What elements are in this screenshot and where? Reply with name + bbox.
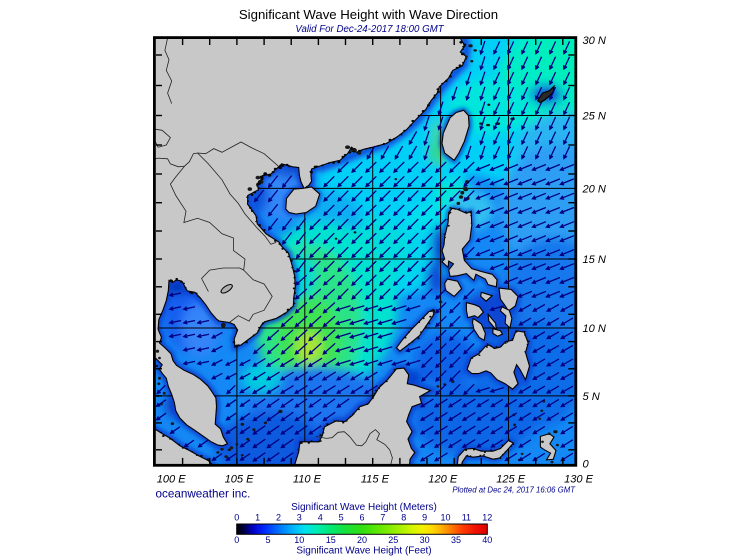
svg-text:15: 15 xyxy=(326,535,336,545)
svg-text:6: 6 xyxy=(359,513,364,523)
svg-text:115 E: 115 E xyxy=(361,474,390,486)
svg-text:11: 11 xyxy=(462,513,471,523)
svg-text:100 E: 100 E xyxy=(157,474,187,486)
svg-text:oceanweather inc.: oceanweather inc. xyxy=(156,487,251,500)
svg-text:3: 3 xyxy=(297,513,302,523)
svg-text:0: 0 xyxy=(234,535,239,545)
svg-text:20 N: 20 N xyxy=(582,184,607,196)
svg-text:35: 35 xyxy=(451,535,461,545)
svg-text:0: 0 xyxy=(583,459,590,471)
svg-text:12: 12 xyxy=(482,513,492,523)
svg-text:30: 30 xyxy=(420,535,430,545)
svg-text:40: 40 xyxy=(482,535,492,545)
svg-text:7: 7 xyxy=(380,513,385,523)
svg-text:4: 4 xyxy=(318,513,323,523)
svg-text:Significant Wave Height (Meter: Significant Wave Height (Meters) xyxy=(291,502,437,513)
svg-text:Plotted at Dec 24, 2017 16:06: Plotted at Dec 24, 2017 16:06 GMT xyxy=(452,486,576,495)
svg-text:5: 5 xyxy=(265,535,270,545)
svg-text:10: 10 xyxy=(294,535,304,545)
svg-text:25: 25 xyxy=(388,535,398,545)
svg-text:2: 2 xyxy=(276,513,281,523)
svg-text:10: 10 xyxy=(440,513,450,523)
svg-text:20: 20 xyxy=(357,535,367,545)
svg-text:9: 9 xyxy=(422,513,427,523)
svg-text:0: 0 xyxy=(234,513,239,523)
svg-text:8: 8 xyxy=(401,513,406,523)
svg-text:5 N: 5 N xyxy=(583,391,601,403)
svg-text:25 N: 25 N xyxy=(582,111,607,123)
svg-text:1: 1 xyxy=(255,513,260,523)
svg-text:130 E: 130 E xyxy=(564,474,594,486)
svg-text:105 E: 105 E xyxy=(225,474,255,486)
svg-text:120 E: 120 E xyxy=(428,474,458,486)
svg-text:15 N: 15 N xyxy=(583,254,607,266)
svg-text:5: 5 xyxy=(339,513,344,523)
svg-text:110 E: 110 E xyxy=(293,474,322,486)
svg-text:Valid For Dec-24-2017 18:00 GM: Valid For Dec-24-2017 18:00 GMT xyxy=(295,24,444,35)
svg-text:Significant Wave Height with W: Significant Wave Height with Wave Direct… xyxy=(239,7,498,22)
svg-text:Significant Wave Height (Feet): Significant Wave Height (Feet) xyxy=(296,546,431,557)
svg-text:30 N: 30 N xyxy=(583,35,607,47)
svg-text:10 N: 10 N xyxy=(583,323,607,335)
svg-text:125 E: 125 E xyxy=(496,474,526,486)
